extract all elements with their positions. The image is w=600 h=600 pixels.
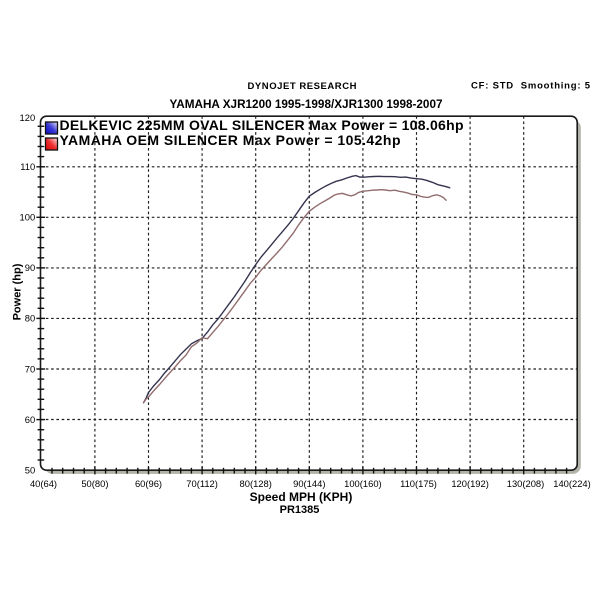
svg-text:140(224): 140(224) xyxy=(553,478,591,489)
svg-text:PR1385: PR1385 xyxy=(280,504,320,516)
svg-text:DYNOJET RESEARCH: DYNOJET RESEARCH xyxy=(248,81,357,92)
svg-text:60(96): 60(96) xyxy=(135,478,162,489)
svg-text:90(144): 90(144) xyxy=(293,478,325,489)
svg-text:80(128): 80(128) xyxy=(240,478,272,489)
svg-text:50: 50 xyxy=(25,464,35,475)
svg-text:80: 80 xyxy=(25,313,35,324)
svg-text:120(192): 120(192) xyxy=(451,478,489,489)
svg-text:70(112): 70(112) xyxy=(186,478,218,489)
svg-text:100(160): 100(160) xyxy=(344,478,382,489)
svg-text:110: 110 xyxy=(20,161,35,172)
svg-text:Power (hp): Power (hp) xyxy=(12,263,24,320)
svg-text:70: 70 xyxy=(25,363,35,374)
svg-text:120: 120 xyxy=(20,112,36,123)
svg-text:Speed MPH (KPH): Speed MPH (KPH) xyxy=(250,490,353,504)
svg-text:40(64): 40(64) xyxy=(30,478,57,489)
svg-text:90: 90 xyxy=(25,262,35,273)
svg-text:100: 100 xyxy=(20,212,36,223)
svg-text:110(175): 110(175) xyxy=(400,478,437,489)
svg-text:60: 60 xyxy=(25,414,35,425)
svg-text:YAMAHA XJR1200 1995-1998/XJR13: YAMAHA XJR1200 1995-1998/XJR1300 1998-20… xyxy=(170,97,443,111)
svg-text:50(80): 50(80) xyxy=(81,478,108,489)
svg-text:130(208): 130(208) xyxy=(507,478,545,489)
svg-text:DELKEVIC 225MM OVAL SILENCER M: DELKEVIC 225MM OVAL SILENCER Max Power =… xyxy=(60,117,464,133)
svg-text:CF: STD Smoothing: 5: CF: STD Smoothing: 5 xyxy=(471,81,591,92)
svg-text:YAMAHA OEM SILENCER Max Power: YAMAHA OEM SILENCER Max Power = 105.42hp xyxy=(60,132,401,148)
